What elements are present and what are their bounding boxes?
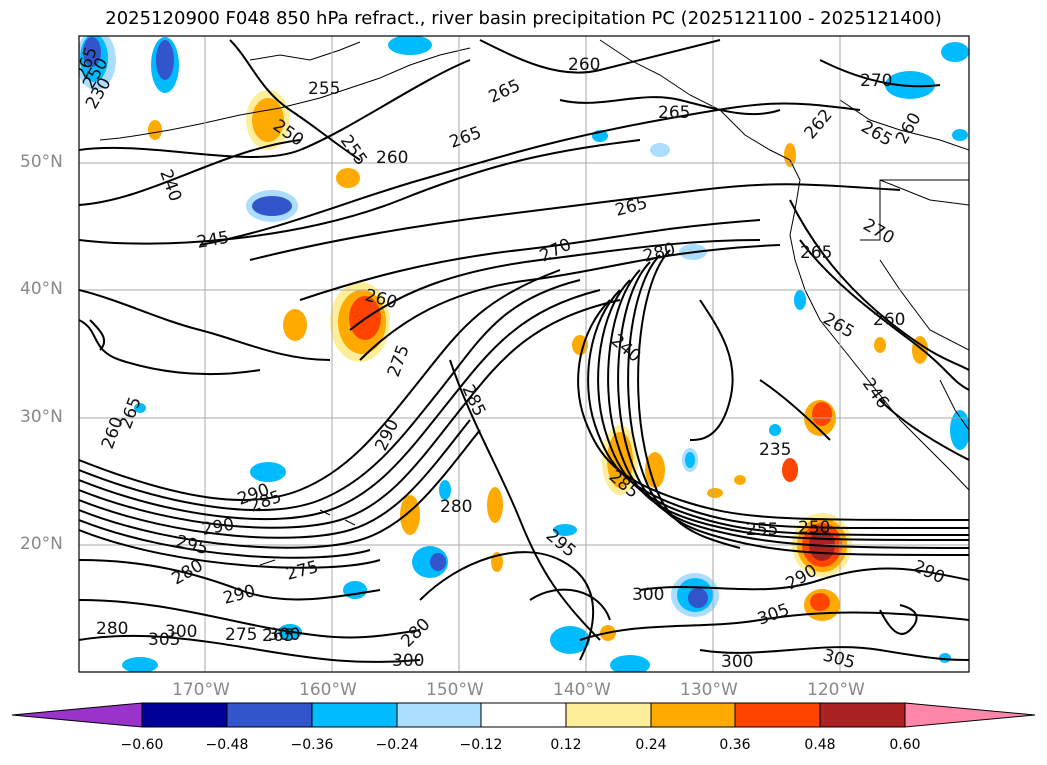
colorbar-segment — [11, 702, 143, 728]
colorbar-segment — [819, 702, 906, 728]
colorbar-tick-label: −0.48 — [205, 737, 249, 753]
colorbar-tick-label: −0.12 — [459, 737, 503, 753]
contour-label: 275 — [225, 625, 257, 645]
lon-label-120w: 120°W — [807, 680, 865, 700]
colorbar-segment — [734, 702, 821, 728]
contour-label: 255 — [746, 520, 778, 540]
colorbar-tick-label: 0.24 — [635, 737, 667, 753]
colorbar-tick-label: 0.60 — [889, 737, 921, 753]
colorbar-segment — [565, 702, 652, 728]
contour-label: 300 — [165, 622, 197, 642]
contour-label: 280 — [440, 497, 472, 517]
colorbar-tick-label: −0.24 — [375, 737, 419, 753]
colorbar-tick-label: −0.60 — [120, 737, 164, 753]
map-frame — [79, 36, 969, 672]
colorbar-tick-label: 0.36 — [719, 737, 751, 753]
contour-label: 305 — [148, 630, 180, 650]
colorbar-tick-label: −0.36 — [290, 737, 334, 753]
lon-label-130w: 130°W — [680, 680, 738, 700]
colorbar-segment — [480, 702, 567, 728]
colorbar-segment — [311, 702, 398, 728]
colorbar-segment — [141, 702, 228, 728]
contour-label: 265 — [800, 243, 832, 263]
colorbar-tick-label: 0.12 — [550, 737, 582, 753]
colorbar-segment — [396, 702, 482, 728]
colorbar-segment — [650, 702, 736, 728]
contour-label: 300 — [632, 585, 664, 605]
map-border — [78, 35, 970, 673]
colorbar-segment — [904, 702, 1036, 728]
negative-anomaly-nw — [79, 36, 116, 90]
contour-label: 260 — [873, 310, 905, 330]
lat-label-40n: 40°N — [20, 279, 63, 299]
contour-label: 300 — [392, 651, 424, 671]
contour-label: 250 — [798, 518, 830, 538]
contour-label: 300 — [721, 652, 753, 672]
contour-label: 265 — [658, 103, 690, 123]
lon-label-160w: 160°W — [299, 680, 357, 700]
contour-label: 270 — [860, 71, 892, 91]
colorbar-segment — [226, 702, 313, 728]
contour-label: 265 — [262, 626, 294, 646]
lon-label-170w: 170°W — [172, 680, 230, 700]
map-title: 2025120900 F048 850 hPa refract., river … — [105, 8, 942, 29]
contour-label: 260 — [568, 55, 600, 75]
colorbar — [11, 702, 1036, 728]
refractivity-contours — [79, 39, 969, 663]
colorbar-tick-label: 0.48 — [804, 737, 836, 753]
lat-label-30n: 30°N — [20, 407, 63, 427]
lon-label-140w: 140°W — [553, 680, 611, 700]
contour-label: 300 — [268, 625, 300, 645]
contour-label: 235 — [759, 440, 791, 460]
lon-label-150w: 150°W — [426, 680, 484, 700]
lat-label-50n: 50°N — [20, 152, 63, 172]
lat-label-20n: 20°N — [20, 534, 63, 554]
contour-label: 280 — [96, 619, 128, 639]
contour-label: 260 — [376, 148, 408, 168]
contour-label: 255 — [308, 79, 340, 99]
